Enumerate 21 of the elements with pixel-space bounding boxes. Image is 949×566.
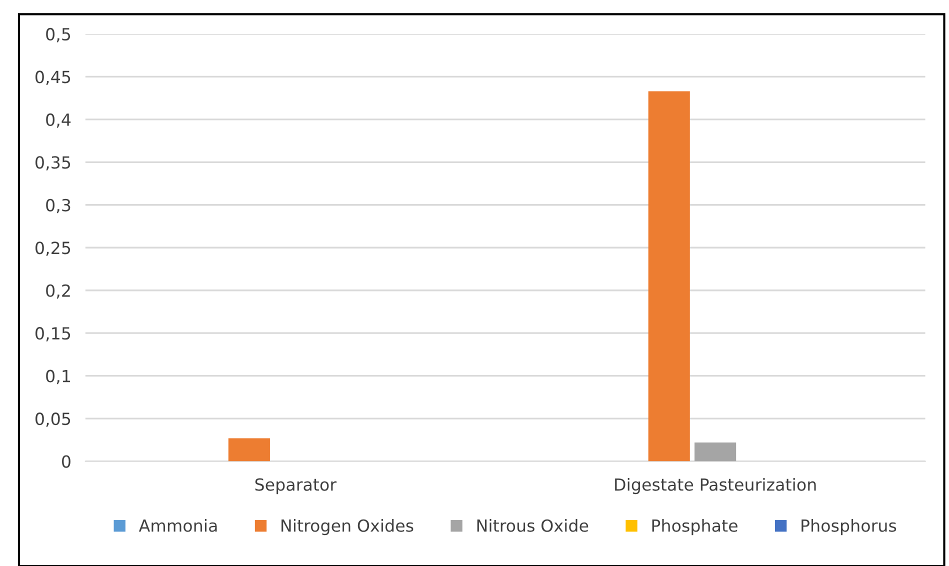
- y-tick-label: 0,4: [46, 113, 71, 128]
- legend-label: Ammonia: [138, 519, 217, 532]
- y-tick-label: 0,5: [46, 28, 70, 42]
- y-tick-label: 0,2: [46, 284, 70, 299]
- legend-label: Nitrous Oxide: [477, 519, 588, 532]
- y-tick-label: 0,3: [46, 198, 70, 214]
- x-tick-label: Digestate Pasteurization: [615, 478, 816, 494]
- y-tick-label: 0,25: [36, 242, 70, 256]
- bar: [694, 442, 736, 462]
- y-tick-label: 0,35: [36, 156, 70, 170]
- bar: [228, 438, 270, 462]
- x-tick-label: Separator: [255, 478, 337, 494]
- legend-label: Phosphate: [652, 519, 738, 536]
- y-tick-label: 0: [62, 455, 70, 468]
- y-tick-label: 0,1: [46, 370, 70, 384]
- y-tick-label: 0,15: [36, 327, 70, 342]
- legend-label: Phosphorus: [802, 519, 896, 536]
- y-tick-label: 0,45: [36, 70, 70, 85]
- y-tick-label: 0,05: [36, 412, 70, 427]
- legend-label: Nitrogen Oxides: [282, 519, 414, 536]
- bar: [648, 91, 690, 462]
